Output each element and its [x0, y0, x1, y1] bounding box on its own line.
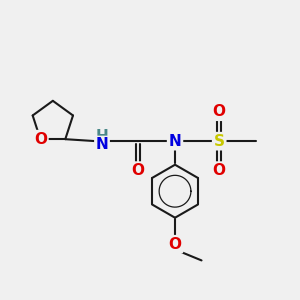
- Text: O: O: [213, 104, 226, 119]
- Text: N: N: [96, 137, 108, 152]
- Text: O: O: [169, 237, 182, 252]
- Text: S: S: [214, 134, 225, 149]
- Text: O: O: [213, 163, 226, 178]
- Text: H: H: [96, 129, 108, 144]
- Text: O: O: [34, 132, 47, 147]
- Text: N: N: [169, 134, 182, 149]
- Text: O: O: [132, 163, 145, 178]
